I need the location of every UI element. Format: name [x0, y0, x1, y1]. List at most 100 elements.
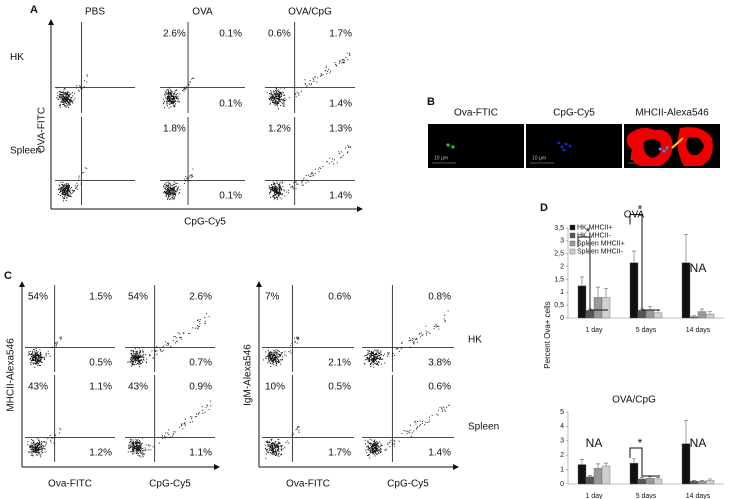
dot: [64, 188, 66, 190]
dot: [168, 189, 170, 191]
dot: [135, 442, 137, 444]
dot: [164, 184, 166, 185]
dot: [78, 85, 80, 87]
dot: [167, 102, 169, 104]
dot: [31, 439, 33, 440]
dot: [268, 359, 269, 361]
dot: [276, 361, 277, 363]
dot: [282, 186, 284, 188]
dot: [63, 89, 65, 91]
dot: [58, 189, 60, 191]
dot: [295, 96, 297, 98]
dot: [277, 101, 279, 103]
dot: [86, 75, 88, 77]
bar: [593, 297, 603, 319]
dot: [175, 192, 177, 194]
dot: [184, 88, 185, 90]
dot: [128, 445, 130, 447]
dot: [297, 338, 299, 340]
dot: [175, 431, 177, 433]
dot: [277, 356, 279, 358]
dot: [288, 97, 290, 99]
dot: [174, 97, 176, 99]
dot: [298, 92, 300, 94]
dot: [273, 452, 274, 454]
dot: [268, 187, 270, 189]
dot: [437, 414, 439, 416]
dot: [51, 437, 53, 439]
dot: [168, 186, 170, 188]
dot: [380, 451, 382, 453]
dot: [369, 357, 370, 359]
dot: [385, 449, 386, 451]
dot: [36, 450, 38, 452]
dot: [42, 441, 44, 443]
dot: [376, 444, 378, 446]
dot: [33, 451, 35, 453]
dot: [68, 195, 70, 197]
dot: [179, 189, 181, 191]
dot: [280, 363, 282, 365]
dot: [165, 344, 167, 346]
dot: [278, 360, 280, 361]
dot: [174, 105, 176, 107]
dot: [271, 184, 272, 186]
dot: [276, 199, 278, 201]
dot: [266, 453, 268, 455]
dot: [35, 358, 36, 360]
dot: [194, 416, 196, 418]
dot: [276, 183, 278, 184]
dot: [196, 327, 198, 329]
dot: [133, 443, 134, 445]
dot: [59, 336, 61, 338]
dot: [165, 101, 167, 103]
dot: [37, 444, 39, 446]
dot: [40, 364, 41, 366]
dot: [175, 103, 176, 105]
dot: [33, 359, 35, 361]
dot: [270, 366, 272, 368]
dot: [170, 191, 172, 193]
dot: [139, 357, 140, 358]
dot: [170, 193, 172, 195]
dot: [43, 445, 45, 447]
dot: [66, 96, 68, 98]
dot: [168, 187, 170, 189]
dot: [276, 181, 278, 183]
dot: [142, 349, 143, 351]
dot: [170, 92, 172, 94]
quadrant-percent: 1.1%: [189, 448, 212, 459]
dot: [278, 188, 280, 190]
dot: [287, 192, 289, 194]
dot: [133, 447, 135, 448]
bar: [601, 297, 611, 319]
dot: [84, 167, 86, 169]
dot: [276, 186, 278, 188]
dot: [138, 360, 139, 362]
dot: [168, 94, 170, 96]
dot: [168, 191, 170, 193]
dot: [274, 192, 276, 194]
dot: [166, 97, 168, 99]
dot: [278, 439, 280, 441]
dot: [37, 351, 39, 353]
dot: [135, 363, 137, 365]
dot: [131, 360, 133, 362]
dot: [273, 443, 275, 445]
dot: [377, 364, 379, 366]
dot: [163, 98, 165, 100]
dot: [142, 455, 144, 457]
dot: [63, 92, 64, 94]
dot: [275, 94, 276, 96]
dot: [68, 187, 70, 188]
dot: [64, 96, 66, 98]
dot: [170, 95, 172, 97]
dot: [165, 195, 167, 197]
dot: [341, 151, 343, 153]
dot: [139, 361, 141, 363]
dot: [276, 453, 278, 455]
dot: [268, 442, 270, 444]
dot: [165, 97, 167, 99]
dot: [62, 104, 64, 105]
dot: [67, 91, 69, 93]
